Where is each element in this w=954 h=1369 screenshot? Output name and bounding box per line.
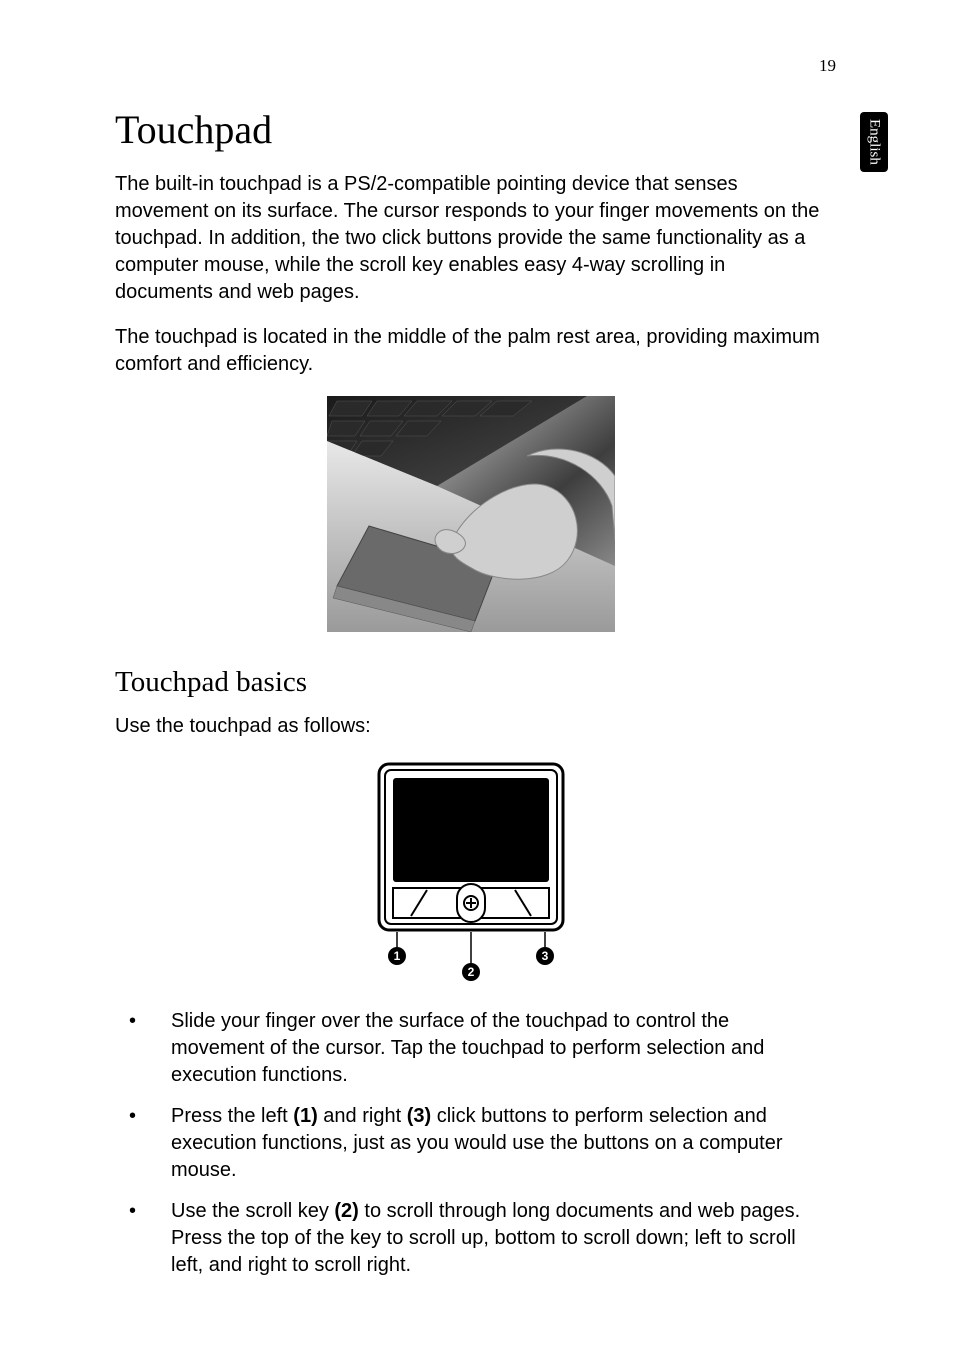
list-item: • Press the left (1) and right (3) click…: [115, 1103, 827, 1184]
diagram-label-1: 1: [394, 949, 401, 963]
page-number: 19: [819, 56, 836, 76]
touchpad-diagram: 1 2 3: [367, 758, 575, 984]
bullet-dot: •: [115, 1198, 171, 1279]
instruction-list: • Slide your finger over the surface of …: [115, 1008, 827, 1279]
language-tab-text: English: [866, 119, 883, 165]
language-tab: English: [860, 112, 888, 172]
list-item-text: Press the left (1) and right (3) click b…: [171, 1103, 827, 1184]
diagram-label-2: 2: [468, 965, 475, 979]
bullet-dot: •: [115, 1103, 171, 1184]
list-item: • Use the scroll key (2) to scroll throu…: [115, 1198, 827, 1279]
touchpad-diagram-block: 1 2 3: [115, 758, 827, 984]
diagram-label-3: 3: [542, 949, 549, 963]
bullet-dot: •: [115, 1008, 171, 1089]
intro-paragraph-2: The touchpad is located in the middle of…: [115, 324, 827, 378]
list-item-text: Use the scroll key (2) to scroll through…: [171, 1198, 827, 1279]
touchpad-photo-block: [115, 396, 827, 632]
touchpad-photo: [327, 396, 615, 632]
list-item: • Slide your finger over the surface of …: [115, 1008, 827, 1089]
intro-paragraph-1: The built-in touchpad is a PS/2-compatib…: [115, 171, 827, 306]
page-title: Touchpad: [115, 106, 827, 153]
use-instruction: Use the touchpad as follows:: [115, 713, 827, 740]
page-content: Touchpad The built-in touchpad is a PS/2…: [115, 106, 827, 1293]
list-item-text: Slide your finger over the surface of th…: [171, 1008, 827, 1089]
section-subtitle: Touchpad basics: [115, 666, 827, 699]
